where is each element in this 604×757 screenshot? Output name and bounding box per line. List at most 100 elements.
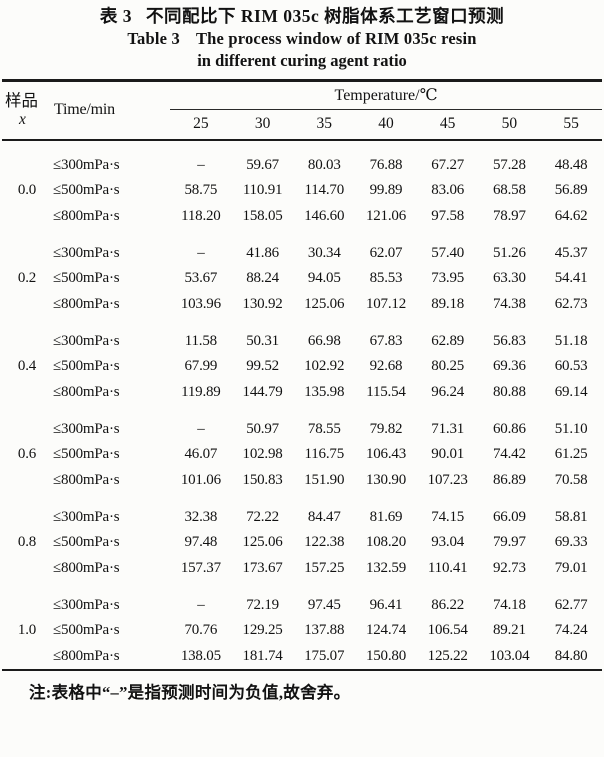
table-header: 样品 x Time/min Temperature/℃ 25 30 35 40 45 50…: [2, 80, 602, 141]
time-value-cell: 60.53: [554, 358, 588, 375]
time-value-cell: 54.41: [554, 270, 588, 287]
time-value-cell: 88.24: [246, 270, 279, 287]
time-value-cell: 135.98: [304, 383, 345, 400]
time-value-cell: 74.24: [554, 622, 588, 639]
viscosity-threshold-label: ≤800mPa·s: [53, 559, 120, 576]
time-column-header: Time/min: [52, 80, 171, 141]
time-value-cell: 181.74: [242, 647, 283, 664]
time-value-cell: 116.75: [304, 446, 345, 463]
sample-x-value: [2, 229, 52, 266]
time-value-cell: 157.37: [180, 559, 221, 576]
time-value-cell: 51.18: [554, 332, 588, 349]
sample-x-value: [2, 467, 52, 493]
table-footnote: 注:表格中“–”是指预测时间为负值,故舍弃。: [29, 682, 351, 702]
temperature-header-cell: 30: [231, 109, 294, 141]
time-value-cell: 108.20: [365, 534, 406, 551]
sample-x-value: [2, 643, 52, 670]
temperature-header-cell: 25: [170, 109, 232, 141]
time-value-cell: 62.07: [369, 244, 403, 261]
process-window-table: 样品 x Time/min Temperature/℃ 25 30 35 40 45 50…: [2, 78, 602, 671]
table-row: ≤800mPa·s 119.89 144.79 135.98 115.54 96.24 80…: [2, 379, 602, 405]
time-value-cell: 50.97: [246, 420, 279, 437]
time-value-cell: 89.21: [493, 622, 526, 639]
table-row: ≤800mPa·s 138.05 181.74 175.07 150.80 125.22 1…: [2, 643, 602, 670]
time-value-cell: 69.14: [554, 383, 588, 400]
viscosity-threshold-label: ≤800mPa·s: [53, 383, 120, 400]
time-value-cell: 50.31: [246, 332, 279, 349]
time-value-cell: 97.58: [431, 207, 465, 224]
time-value-cell: 107.23: [427, 471, 468, 488]
table-row: ≤800mPa·s 157.37 173.67 157.25 132.59 110.41 9…: [2, 555, 602, 581]
viscosity-threshold-label: ≤800mPa·s: [53, 295, 120, 312]
caption-zh-title: 不同配比下 RIM 035c 树脂体系工艺窗口预测: [146, 6, 505, 26]
time-value-cell: 119.89: [181, 383, 221, 400]
time-value-cell: 124.74: [365, 622, 406, 639]
temperature-header-cell: 55: [540, 109, 602, 141]
time-value-cell: 158.05: [242, 207, 283, 224]
time-value-cell: 150.83: [242, 471, 283, 488]
time-value-cell: 99.89: [369, 182, 403, 199]
viscosity-threshold-label: ≤300mPa·s: [53, 156, 120, 173]
time-value-cell: 84.80: [554, 647, 588, 664]
time-value-cell: 46.07: [184, 446, 218, 463]
time-value-cell: 110.41: [427, 559, 468, 576]
viscosity-threshold-label: ≤800mPa·s: [53, 471, 120, 488]
table-row: 0.0 ≤500mPa·s 58.75 110.91 114.70 99.89 83.06 6…: [2, 178, 602, 204]
time-value-cell: 99.52: [246, 358, 279, 375]
time-value-cell: 60.86: [493, 420, 526, 437]
sample-x-value: [2, 203, 52, 229]
time-value-cell: 81.69: [369, 508, 403, 525]
time-value-cell: 118.20: [181, 207, 221, 224]
time-value-cell: 173.67: [242, 559, 283, 576]
time-value-cell: 70.58: [554, 471, 588, 488]
time-value-cell: 80.25: [431, 358, 465, 375]
sample-x-value: [2, 291, 52, 317]
time-value-cell: 48.48: [554, 156, 588, 173]
sample-x-value: 1.0: [17, 622, 37, 639]
time-value-cell: 130.90: [365, 471, 406, 488]
sample-x-value: [2, 493, 52, 530]
time-value-cell: 96.24: [431, 383, 465, 400]
time-value-cell: 71.31: [431, 420, 465, 437]
table-row: 1.0 ≤500mPa·s 70.76 129.25 137.88 124.74 106.5…: [2, 618, 602, 644]
time-value-cell: 70.76: [184, 622, 218, 639]
table-row: ≤300mPa·s – 41.86 30.34 62.07 57.40 51.26 45.37: [2, 229, 602, 266]
time-value-cell: 78.55: [307, 420, 341, 437]
table-row: ≤300mPa·s – 59.67 80.03 76.88 67.27 57.28 48.48: [2, 140, 602, 178]
time-value-cell: 69.36: [493, 358, 526, 375]
viscosity-threshold-label: ≤300mPa·s: [53, 508, 120, 525]
time-value-cell: 102.92: [304, 358, 345, 375]
time-value-cell: 53.67: [184, 270, 218, 287]
time-value-cell: –: [197, 244, 205, 261]
sample-x-value: [2, 555, 52, 581]
time-value-cell: 138.05: [180, 647, 221, 664]
time-value-cell: 62.89: [431, 332, 465, 349]
viscosity-threshold-label: ≤500mPa·s: [53, 358, 120, 375]
time-value-cell: 74.42: [493, 446, 526, 463]
viscosity-threshold-label: ≤300mPa·s: [53, 596, 120, 613]
time-value-cell: 86.22: [431, 596, 465, 613]
time-value-cell: 94.05: [307, 270, 341, 287]
time-value-cell: 45.37: [554, 244, 588, 261]
table-row: ≤800mPa·s 101.06 150.83 151.90 130.90 107.23 8…: [2, 467, 602, 493]
time-value-cell: 110.91: [242, 182, 283, 199]
time-value-cell: 61.25: [554, 446, 588, 463]
time-value-cell: 103.04: [489, 647, 530, 664]
time-value-cell: 80.03: [307, 156, 341, 173]
time-value-cell: 129.25: [242, 622, 283, 639]
time-value-cell: 58.81: [554, 508, 588, 525]
table-body: ≤300mPa·s – 59.67 80.03 76.88 67.27 57.28 48.48…: [2, 140, 602, 670]
viscosity-threshold-label: ≤800mPa·s: [53, 647, 120, 664]
sample-x-value: [2, 317, 52, 354]
time-value-cell: 83.06: [431, 182, 465, 199]
viscosity-threshold-label: ≤300mPa·s: [53, 420, 120, 437]
table-row: ≤800mPa·s 103.96 130.92 125.06 107.12 89.18 74…: [2, 291, 602, 317]
time-value-cell: 79.82: [369, 420, 403, 437]
sample-x-value: [2, 140, 52, 178]
time-value-cell: 125.06: [242, 534, 283, 551]
time-value-cell: 73.95: [431, 270, 465, 287]
viscosity-threshold-label: ≤500mPa·s: [53, 534, 120, 551]
table-row: ≤300mPa·s – 50.97 78.55 79.82 71.31 60.86 51.10: [2, 405, 602, 442]
time-value-cell: 63.30: [493, 270, 526, 287]
